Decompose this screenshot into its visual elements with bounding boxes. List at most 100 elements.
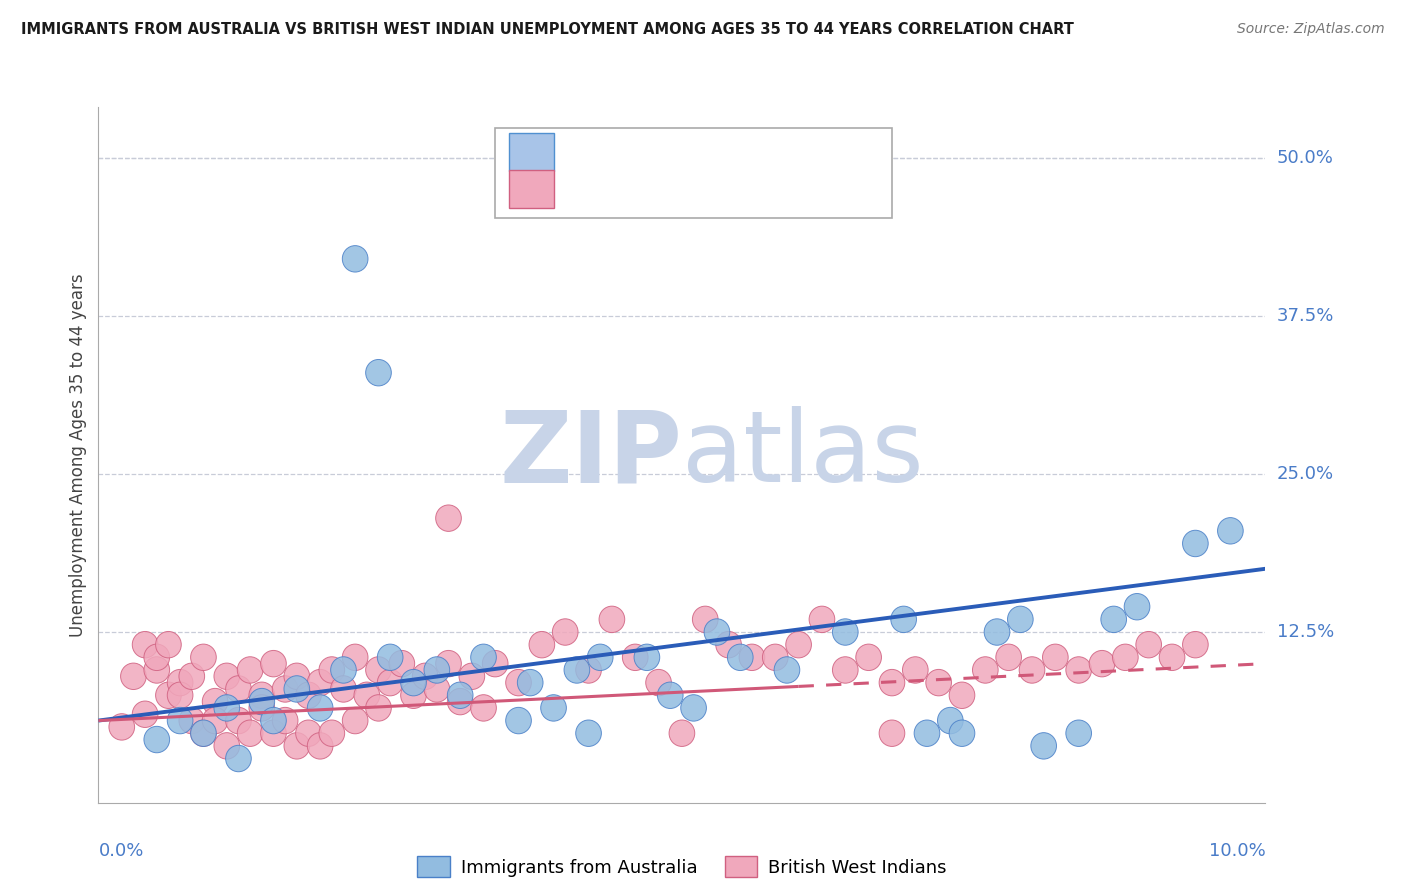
Ellipse shape xyxy=(156,682,181,708)
Ellipse shape xyxy=(506,707,531,734)
Y-axis label: Unemployment Among Ages 35 to 44 years: Unemployment Among Ages 35 to 44 years xyxy=(69,273,87,637)
Ellipse shape xyxy=(529,632,555,658)
Ellipse shape xyxy=(366,657,391,683)
Ellipse shape xyxy=(692,607,718,632)
Ellipse shape xyxy=(506,669,531,696)
Ellipse shape xyxy=(564,657,589,683)
FancyBboxPatch shape xyxy=(509,133,554,171)
Ellipse shape xyxy=(143,726,170,753)
FancyBboxPatch shape xyxy=(495,128,891,219)
Ellipse shape xyxy=(925,669,952,696)
Ellipse shape xyxy=(517,669,543,696)
Ellipse shape xyxy=(1182,632,1208,658)
Ellipse shape xyxy=(879,720,905,747)
Ellipse shape xyxy=(330,676,356,702)
Ellipse shape xyxy=(342,644,368,671)
Ellipse shape xyxy=(740,644,765,671)
Text: IMMIGRANTS FROM AUSTRALIA VS BRITISH WEST INDIAN UNEMPLOYMENT AMONG AGES 35 TO 4: IMMIGRANTS FROM AUSTRALIA VS BRITISH WES… xyxy=(21,22,1074,37)
Ellipse shape xyxy=(308,732,333,759)
Ellipse shape xyxy=(623,644,648,671)
Ellipse shape xyxy=(284,663,309,690)
Ellipse shape xyxy=(319,720,344,747)
Ellipse shape xyxy=(856,644,882,671)
Ellipse shape xyxy=(295,720,322,747)
Text: 10.0%: 10.0% xyxy=(1209,842,1265,860)
Ellipse shape xyxy=(249,682,274,708)
Ellipse shape xyxy=(575,720,602,747)
Ellipse shape xyxy=(225,746,252,772)
Ellipse shape xyxy=(458,663,485,690)
Text: N =: N = xyxy=(699,144,740,161)
Ellipse shape xyxy=(658,682,683,708)
Text: R =: R = xyxy=(571,180,616,198)
Ellipse shape xyxy=(575,657,602,683)
Ellipse shape xyxy=(377,644,404,671)
Ellipse shape xyxy=(191,644,217,671)
Ellipse shape xyxy=(727,644,754,671)
Ellipse shape xyxy=(1136,632,1161,658)
Ellipse shape xyxy=(1066,720,1091,747)
Ellipse shape xyxy=(143,657,170,683)
Ellipse shape xyxy=(949,682,974,708)
Ellipse shape xyxy=(716,632,741,658)
Ellipse shape xyxy=(249,695,274,721)
Ellipse shape xyxy=(308,669,333,696)
Ellipse shape xyxy=(1218,517,1243,544)
Ellipse shape xyxy=(704,619,730,645)
Text: 0.0%: 0.0% xyxy=(98,842,143,860)
Text: 0.117: 0.117 xyxy=(631,180,689,198)
Ellipse shape xyxy=(156,632,181,658)
Ellipse shape xyxy=(553,619,578,645)
Ellipse shape xyxy=(225,707,252,734)
Ellipse shape xyxy=(832,657,858,683)
Ellipse shape xyxy=(1125,593,1150,620)
Ellipse shape xyxy=(167,669,193,696)
Ellipse shape xyxy=(436,650,461,677)
Ellipse shape xyxy=(319,657,344,683)
Ellipse shape xyxy=(366,695,391,721)
Ellipse shape xyxy=(436,505,461,532)
Ellipse shape xyxy=(588,644,613,671)
Ellipse shape xyxy=(482,650,508,677)
Ellipse shape xyxy=(471,695,496,721)
Ellipse shape xyxy=(1066,657,1091,683)
Ellipse shape xyxy=(342,707,368,734)
Ellipse shape xyxy=(681,695,706,721)
Ellipse shape xyxy=(1042,644,1069,671)
Ellipse shape xyxy=(541,695,567,721)
Ellipse shape xyxy=(167,707,193,734)
Text: ZIP: ZIP xyxy=(499,407,682,503)
Text: R =: R = xyxy=(571,144,610,161)
Ellipse shape xyxy=(273,676,298,702)
Ellipse shape xyxy=(425,657,450,683)
Ellipse shape xyxy=(132,632,157,658)
Ellipse shape xyxy=(1101,607,1126,632)
Text: 37.5%: 37.5% xyxy=(1277,307,1334,325)
Ellipse shape xyxy=(202,707,228,734)
Ellipse shape xyxy=(225,676,252,702)
Ellipse shape xyxy=(179,707,205,734)
Ellipse shape xyxy=(214,695,239,721)
Ellipse shape xyxy=(938,707,963,734)
FancyBboxPatch shape xyxy=(509,170,554,208)
Ellipse shape xyxy=(808,607,835,632)
Ellipse shape xyxy=(401,682,426,708)
Text: 50.0%: 50.0% xyxy=(1277,149,1333,167)
Text: 12.5%: 12.5% xyxy=(1277,623,1334,641)
Ellipse shape xyxy=(645,669,672,696)
Ellipse shape xyxy=(973,657,998,683)
Ellipse shape xyxy=(447,682,472,708)
Ellipse shape xyxy=(914,720,939,747)
Text: N =: N = xyxy=(699,180,740,198)
Legend: Immigrants from Australia, British West Indians: Immigrants from Australia, British West … xyxy=(411,849,953,884)
Ellipse shape xyxy=(249,689,274,714)
Ellipse shape xyxy=(1112,644,1139,671)
Ellipse shape xyxy=(121,663,146,690)
Ellipse shape xyxy=(1019,657,1045,683)
Ellipse shape xyxy=(238,657,263,683)
Ellipse shape xyxy=(366,359,391,386)
Ellipse shape xyxy=(786,632,811,658)
Text: 25.0%: 25.0% xyxy=(1277,465,1334,483)
Ellipse shape xyxy=(412,663,439,690)
Ellipse shape xyxy=(273,707,298,734)
